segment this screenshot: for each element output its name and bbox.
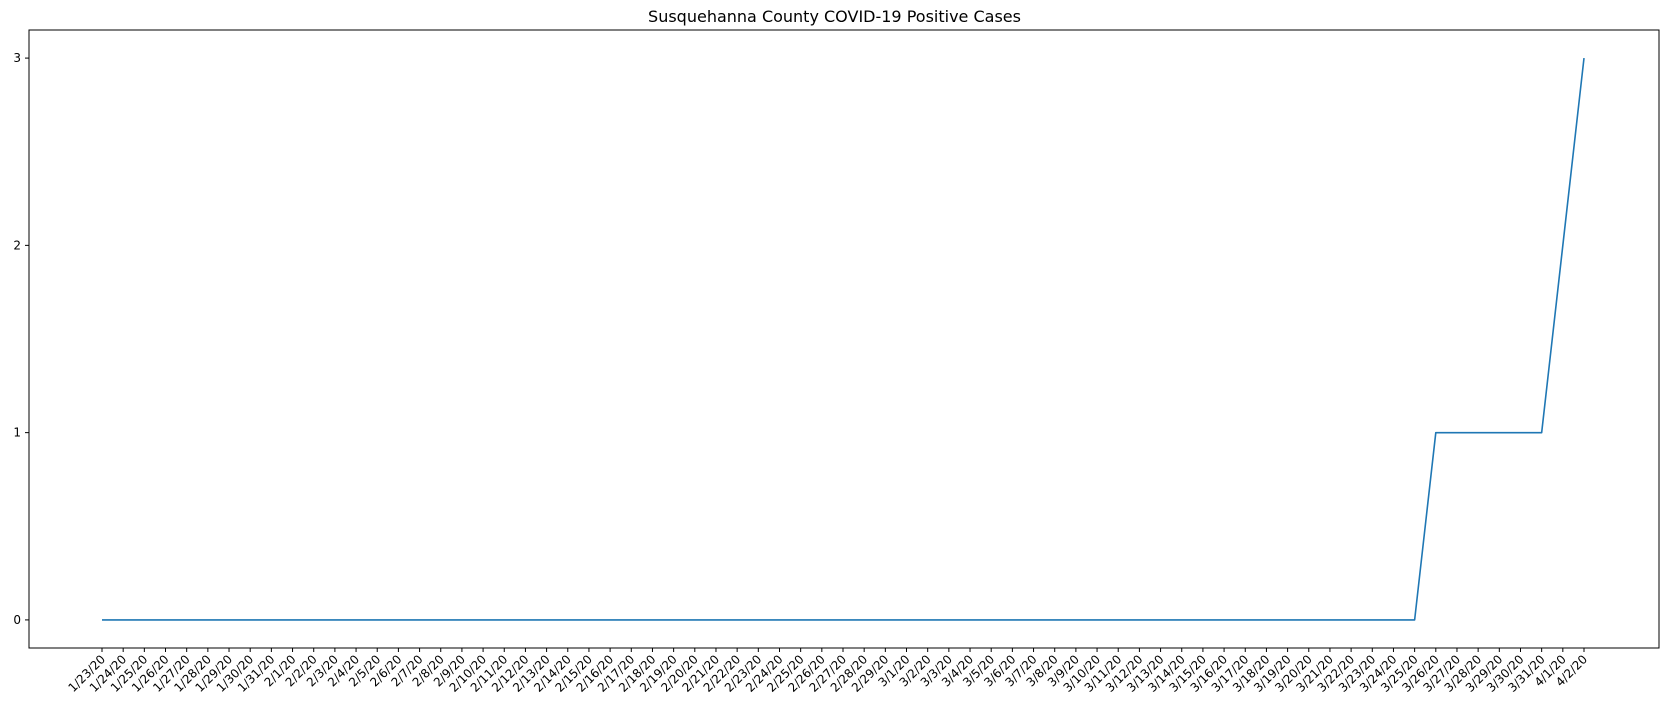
series-layer [102, 58, 1585, 621]
y-tick-label: 1 [13, 426, 21, 440]
x-axis: 1/23/201/24/201/25/201/26/201/27/201/28/… [66, 648, 1590, 695]
plot-frame [28, 29, 1660, 649]
y-axis: 0 1 2 3 [13, 51, 29, 627]
series-line [102, 58, 1585, 621]
chart-title: Susquehanna County COVID-19 Positive Cas… [648, 7, 1021, 26]
y-tick-label: 3 [13, 51, 21, 65]
y-tick-label: 0 [13, 613, 21, 627]
y-tick-label: 2 [13, 238, 21, 252]
